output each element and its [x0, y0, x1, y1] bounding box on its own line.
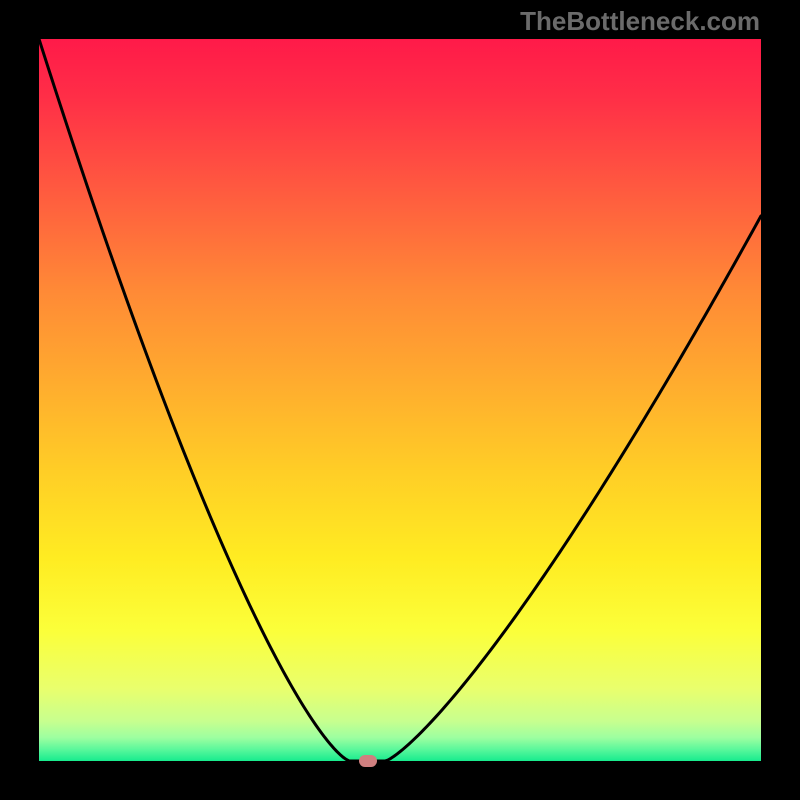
optimum-marker	[359, 755, 377, 767]
bottleneck-curve	[0, 0, 800, 800]
chart-stage: TheBottleneck.com	[0, 0, 800, 800]
watermark-text: TheBottleneck.com	[520, 6, 760, 37]
